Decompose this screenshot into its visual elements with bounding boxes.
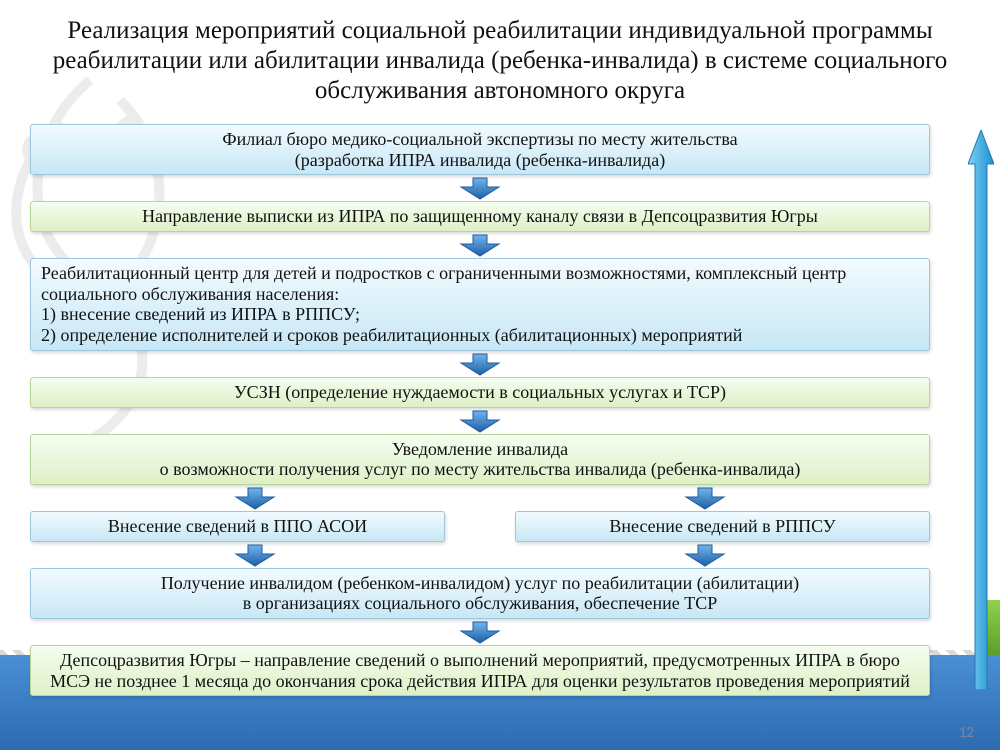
arrow-down-icon — [230, 543, 280, 567]
arrow-split-row — [30, 485, 930, 511]
arrow-down-icon — [680, 486, 730, 510]
box-ppo-asoi: Внесение сведений в ППО АСОИ — [30, 511, 445, 542]
box-services: Получение инвалидом (ребенком-инвалидом)… — [30, 568, 930, 619]
arrow-down-icon — [455, 176, 505, 200]
box-bureau: Филиал бюро медико-социальной экспертизы… — [30, 124, 930, 175]
box-notification: Уведомление инвалидао возможности получе… — [30, 434, 930, 485]
arrow-down-icon — [230, 486, 280, 510]
arrow-merge-row — [30, 542, 930, 568]
arrow-up-return-icon — [968, 130, 994, 690]
box-split-row: Внесение сведений в ППО АСОИ Внесение св… — [30, 511, 930, 542]
box-rehab-center: Реабилитационный центр для детей и подро… — [30, 258, 930, 351]
arrow-down-icon — [680, 543, 730, 567]
box-direction: Направление выписки из ИПРА по защищенно… — [30, 201, 930, 232]
slide-title: Реализация мероприятий социальной реабил… — [0, 16, 1000, 106]
arrow-down-icon — [455, 409, 505, 433]
flowchart: Филиал бюро медико-социальной экспертизы… — [30, 124, 930, 696]
box-feedback: Депсоцразвития Югры – направление сведен… — [30, 645, 930, 696]
arrow-down-icon — [455, 620, 505, 644]
box-rppsu: Внесение сведений в РППСУ — [515, 511, 930, 542]
arrow-down-icon — [455, 233, 505, 257]
arrow-down-icon — [455, 352, 505, 376]
page-number: 12 — [959, 724, 974, 742]
box-uszn: УСЗН (определение нуждаемости в социальн… — [30, 377, 930, 408]
